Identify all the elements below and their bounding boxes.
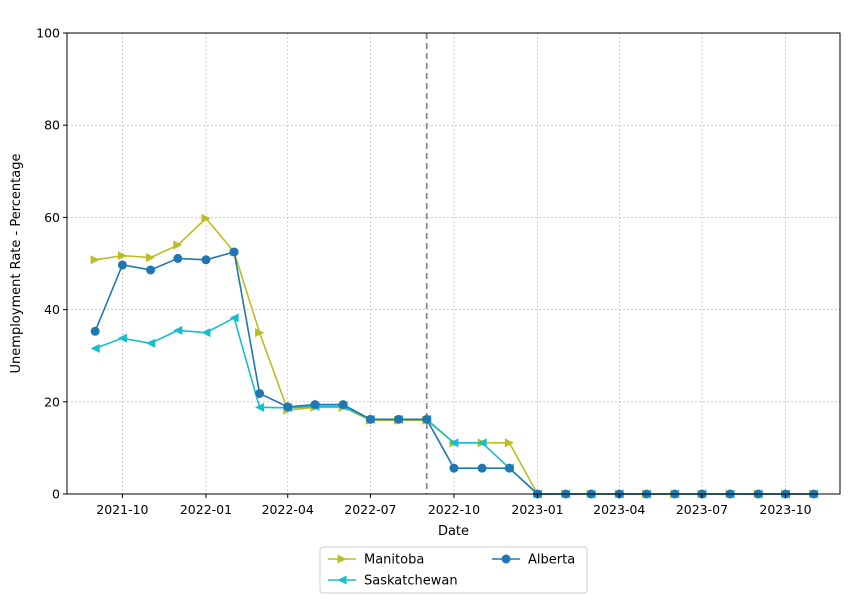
y-tick-label: 100	[36, 26, 60, 41]
x-tick-label: 2023-01	[511, 502, 563, 517]
x-tick-label: 2023-07	[676, 502, 728, 517]
data-point	[201, 213, 211, 223]
y-axis: 0 20 40 60 80 100	[36, 26, 67, 502]
legend-box	[319, 546, 588, 594]
x-axis: 2021-10 2022-01 2022-04 2022-07 2022-10 2023-…	[96, 494, 812, 517]
data-point	[422, 414, 432, 424]
data-point	[310, 400, 320, 410]
data-point	[365, 414, 375, 424]
data-point	[146, 253, 156, 263]
data-point	[117, 333, 127, 343]
x-tick-label: 2023-10	[759, 502, 811, 517]
data-point	[477, 463, 487, 473]
grid	[67, 32, 840, 495]
data-point	[173, 253, 183, 263]
data-point	[477, 438, 487, 448]
x-tick-label: 2023-04	[593, 502, 645, 517]
data-point	[337, 554, 347, 564]
data-point	[117, 251, 127, 261]
x-tick-label: 2022-04	[262, 502, 314, 517]
legend-label: Saskatchewan	[364, 574, 458, 589]
plot-frame	[66, 32, 841, 495]
data-point	[229, 313, 239, 323]
series-alberta	[90, 247, 819, 499]
series-line	[94, 250, 814, 495]
data-point	[501, 554, 511, 564]
data-point	[255, 328, 265, 338]
series-manitoba	[90, 213, 819, 499]
legend-item: Manitoba	[328, 553, 424, 568]
y-tick-label: 40	[44, 302, 60, 317]
legend-item: Alberta	[492, 553, 575, 568]
data-point	[146, 338, 156, 348]
data-point	[90, 255, 100, 265]
legend: Manitoba Saskatchewan Alberta	[319, 546, 588, 594]
data-point	[90, 326, 100, 336]
data-point	[255, 389, 265, 399]
legend-label: Alberta	[528, 553, 575, 568]
legend-item: Saskatchewan	[328, 574, 458, 589]
data-point	[338, 400, 348, 410]
data-point	[146, 265, 156, 275]
data-point	[173, 240, 183, 250]
data-point	[255, 402, 265, 412]
x-axis-title: Date	[438, 524, 469, 539]
y-tick-label: 0	[52, 487, 60, 502]
y-tick-label: 60	[44, 210, 60, 225]
data-point	[449, 438, 459, 448]
y-tick-label: 20	[44, 394, 60, 409]
data-point	[337, 575, 347, 585]
data-point	[394, 414, 404, 424]
data-point	[449, 463, 459, 473]
x-tick-label: 2021-10	[96, 502, 148, 517]
data-point	[229, 247, 239, 257]
x-tick-label: 2022-07	[344, 502, 396, 517]
x-tick-label: 2022-01	[180, 502, 232, 517]
series-layer	[90, 213, 819, 499]
data-point	[201, 255, 211, 265]
data-point	[283, 402, 293, 412]
y-axis-title: Unemployment Rate - Percentage	[9, 154, 24, 374]
data-point	[201, 328, 211, 338]
data-point	[504, 438, 514, 448]
data-point	[117, 260, 127, 270]
data-point	[173, 325, 183, 335]
data-point	[90, 343, 100, 353]
x-tick-label: 2022-10	[428, 502, 480, 517]
y-tick-label: 80	[44, 118, 60, 133]
data-point	[504, 463, 514, 473]
legend-label: Manitoba	[364, 553, 424, 568]
